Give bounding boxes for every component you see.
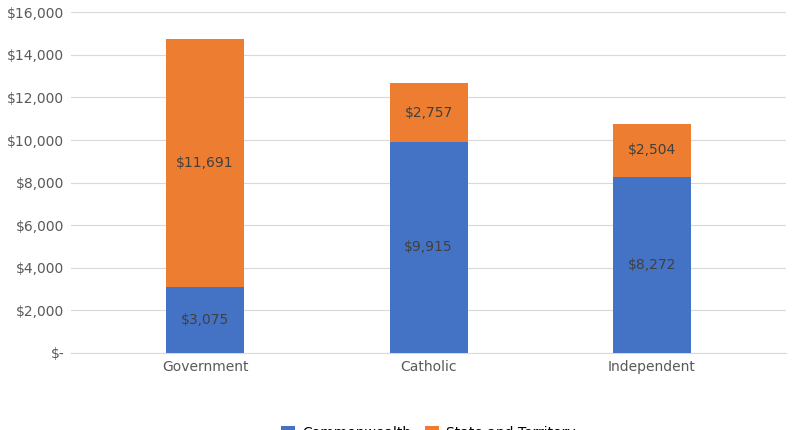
Bar [389,142,468,353]
Text: $9,915: $9,915 [404,240,453,254]
Bar [389,83,468,142]
Text: $11,691: $11,691 [176,156,234,170]
Bar [613,177,691,353]
Legend: Commonwealth, State and Territory: Commonwealth, State and Territory [276,421,581,430]
Bar [166,39,244,287]
Text: $2,504: $2,504 [628,143,676,157]
Bar [166,287,244,353]
Text: $8,272: $8,272 [628,258,676,272]
Text: $2,757: $2,757 [404,105,453,120]
Bar [613,123,691,177]
Text: $3,075: $3,075 [181,313,229,327]
